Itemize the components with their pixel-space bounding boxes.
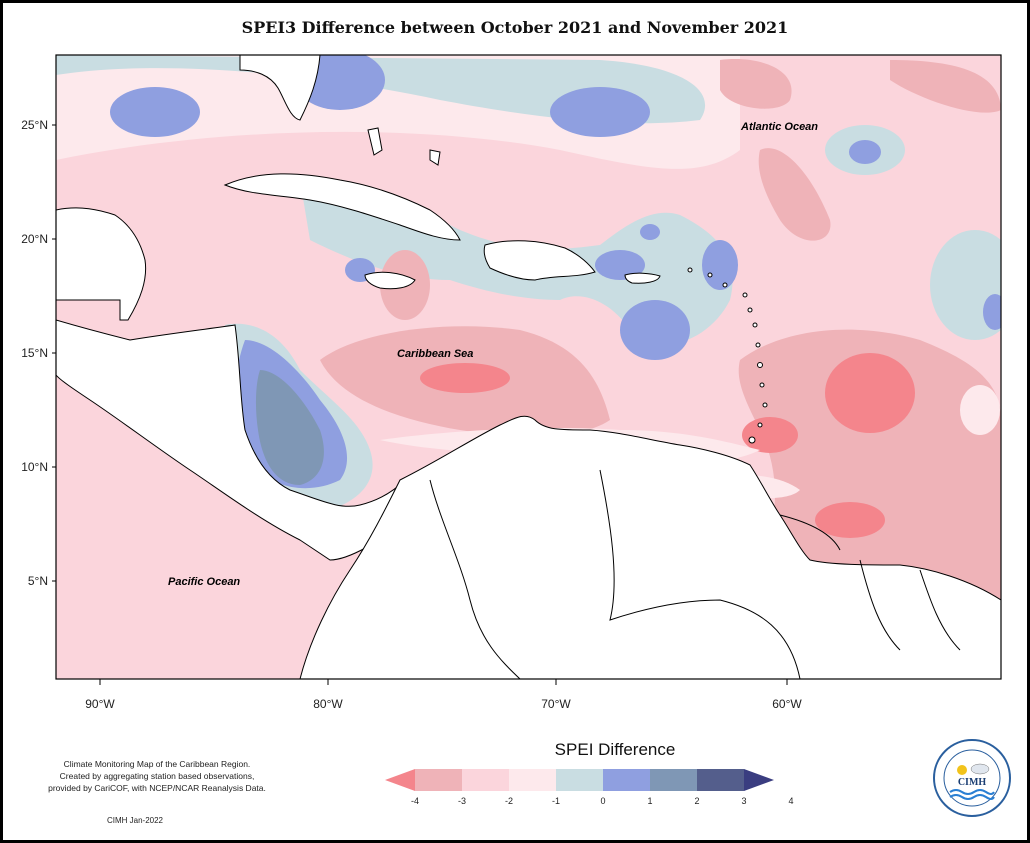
- land-yucatan: [56, 207, 147, 321]
- colorbar-segment: [415, 769, 462, 791]
- lat-label-15n: 15°N: [21, 346, 48, 360]
- wave-icon: [949, 789, 995, 795]
- colorbar-segment: [697, 769, 744, 791]
- label-pacific-ocean: Pacific Ocean: [168, 576, 240, 588]
- land-hispaniola: [483, 240, 596, 281]
- colorbar-tick-label: 4: [788, 796, 793, 806]
- label-atlantic-ocean: Atlantic Ocean: [740, 121, 818, 133]
- lat-label-20n: 20°N: [21, 232, 48, 246]
- footnote: Climate Monitoring Map of the Caribbean …: [22, 758, 292, 794]
- colorbar-segment: [556, 769, 603, 791]
- blue-small-cell: [640, 224, 660, 240]
- sun-icon: [957, 765, 967, 775]
- colorbar-arrow-right: [744, 769, 774, 791]
- lon-axis: 90°W 80°W 70°W 60°W: [85, 679, 802, 711]
- land-central-america: [56, 319, 411, 561]
- footnote-credit: CIMH Jan-2022: [106, 816, 164, 825]
- pink-mid-northeast: [890, 60, 1001, 113]
- label-caribbean-sea: Caribbean Sea: [397, 348, 473, 360]
- lat-label-5n: 5°N: [28, 574, 48, 588]
- lon-label-80w: 80°W: [313, 697, 343, 711]
- colorbar-segment: [650, 769, 697, 791]
- lat-label-25n: 25°N: [21, 118, 48, 132]
- blue-pr-south: [620, 300, 690, 360]
- colorbar-tick-label: 3: [741, 796, 746, 806]
- blue-bahamas-cell: [550, 87, 650, 137]
- red-trinidad: [742, 417, 798, 453]
- pink-mid-north: [720, 59, 792, 109]
- red-east-core: [825, 353, 915, 433]
- cloud-icon: [970, 763, 990, 775]
- blue-grey-central-america: [255, 370, 324, 485]
- legend-title: SPEI Difference: [554, 740, 676, 759]
- land-cuba: [223, 173, 461, 241]
- colorbar-segment: [462, 769, 509, 791]
- lon-label-60w: 60°W: [772, 697, 802, 711]
- spei-contour-layer: Atlantic Ocean Caribbean Sea Pacific Oce…: [56, 55, 1001, 679]
- land-layer: [56, 55, 1001, 679]
- colorbar-tick-label: 1: [647, 796, 652, 806]
- map-title: SPEI3 Difference between October 2021 an…: [241, 18, 789, 37]
- land-florida: [239, 55, 321, 121]
- border-suriname: [859, 559, 901, 651]
- border-colombia: [429, 479, 521, 679]
- red-guyana: [815, 502, 885, 538]
- blue-pr-cell: [595, 250, 645, 280]
- lon-label-70w: 70°W: [541, 697, 571, 711]
- lesser-antilles: [687, 267, 768, 444]
- footnote-line-2: Created by aggregating station based obs…: [59, 771, 255, 781]
- lon-label-90w: 90°W: [85, 697, 115, 711]
- legend-colorbar: -4 -3 -2 -1 0 1 2 3 4: [385, 769, 794, 806]
- logo-text: CIMH: [958, 777, 987, 788]
- blue-atlantic-core: [849, 140, 881, 164]
- border-guyana: [779, 514, 841, 551]
- land-puerto-rico: [624, 272, 661, 284]
- colorbar-tick-label: -3: [458, 796, 466, 806]
- land-bahamas-2: [429, 149, 441, 166]
- cimh-logo: CIMH: [933, 739, 1011, 817]
- colorbar-tick-label: -1: [552, 796, 560, 806]
- footnote-line-1: Climate Monitoring Map of the Caribbean …: [63, 759, 251, 769]
- footnote-line-3: provided by CariCOF, with NCEP/NCAR Rean…: [48, 783, 266, 793]
- colorbar-segment: [603, 769, 650, 791]
- colorbar-segment: [509, 769, 556, 791]
- colorbar-tick-label: 2: [694, 796, 699, 806]
- border-french-guiana: [919, 569, 961, 651]
- red-caribbean-core: [420, 363, 510, 393]
- blue-gulf-cell: [110, 87, 200, 137]
- map-border: [55, 54, 1002, 680]
- land-south-america: [299, 415, 1001, 679]
- pink-light-far-east: [960, 385, 1000, 435]
- blue-light-north: [56, 55, 706, 124]
- border-venezuela: [599, 469, 801, 679]
- colorbar-tick-label: 0: [600, 796, 605, 806]
- blue-east-core: [983, 294, 1001, 330]
- colorbar-arrow-left: [385, 769, 415, 791]
- lat-label-10n: 10°N: [21, 460, 48, 474]
- pink-mid-atlantic-tongue: [758, 148, 831, 241]
- blue-east-ring: [930, 230, 1001, 340]
- colorbar-tick-label: -4: [411, 796, 419, 806]
- land-jamaica: [364, 271, 416, 290]
- land-bahamas-1: [367, 127, 383, 156]
- colorbar-tick-label: -2: [505, 796, 513, 806]
- blue-leewards-cell: [702, 240, 738, 290]
- lat-axis: 25°N 20°N 15°N 10°N 5°N: [21, 118, 56, 588]
